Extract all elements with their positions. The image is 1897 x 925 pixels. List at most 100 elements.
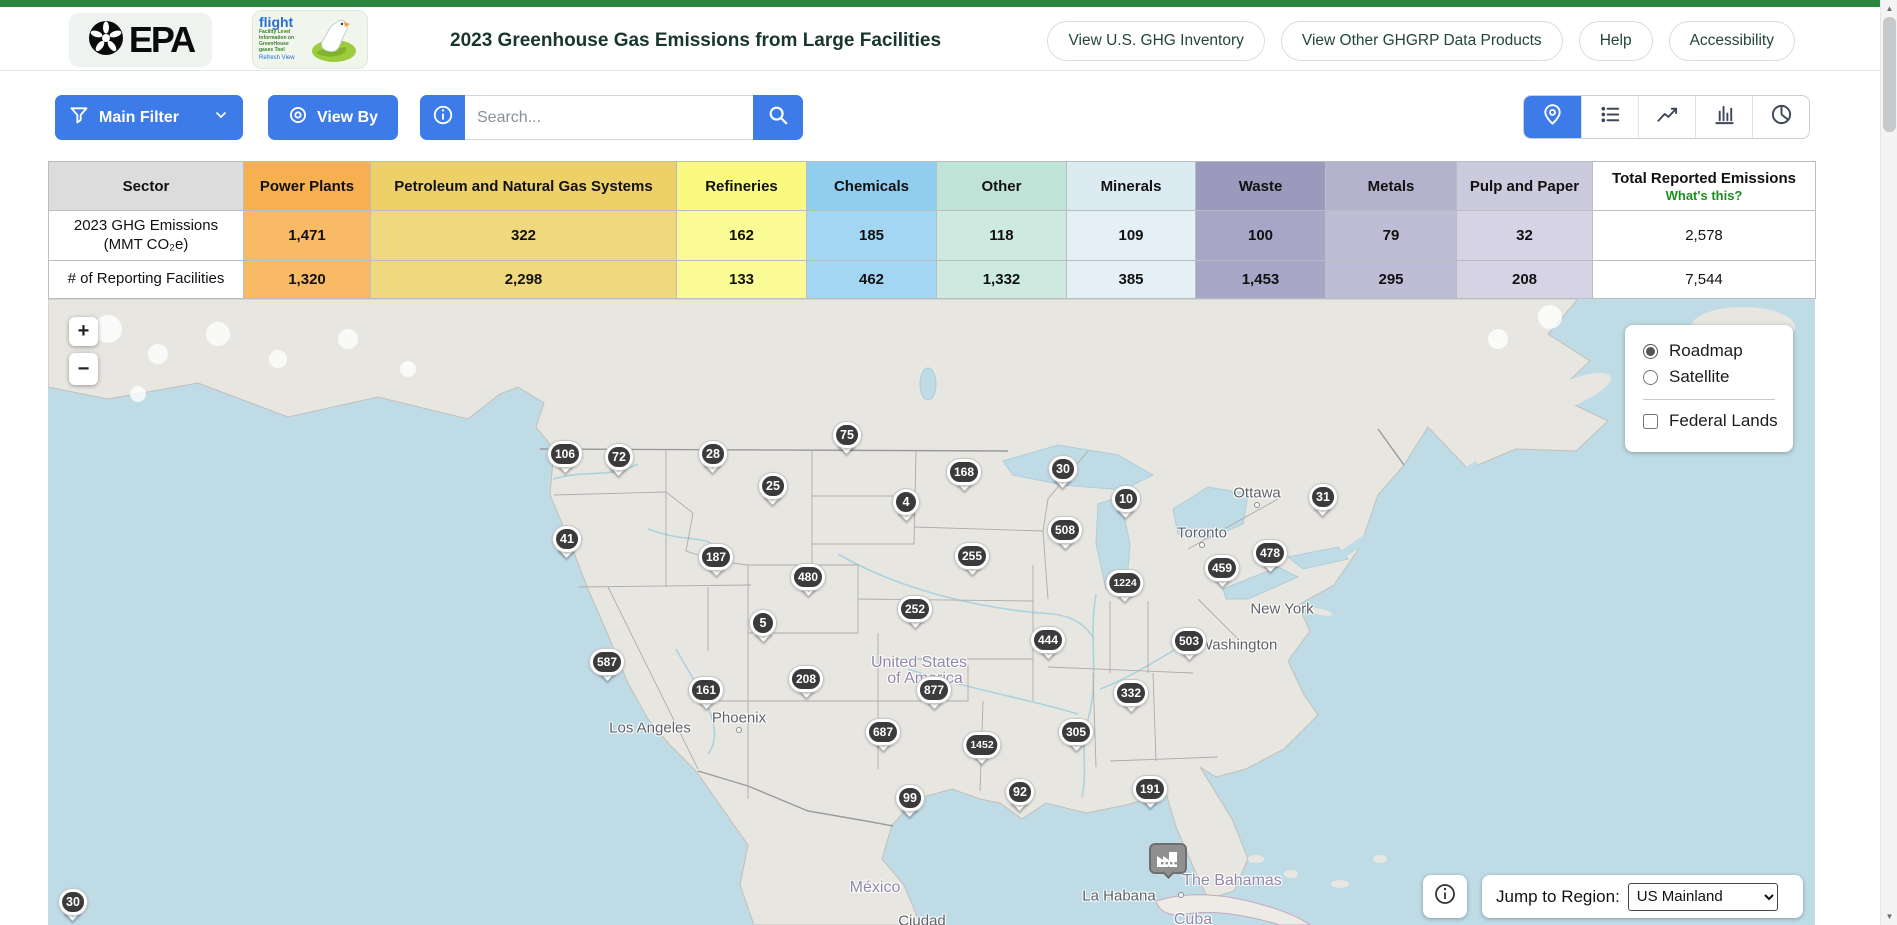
cluster-pin-478[interactable]: 478	[1252, 540, 1288, 572]
search-icon	[767, 104, 789, 131]
cluster-pin-28[interactable]: 28	[699, 441, 727, 473]
row-label-facilities: # of Reporting Facilities	[48, 260, 244, 299]
whats-this-link[interactable]: What's this?	[1665, 187, 1743, 203]
scroll-down-arrow[interactable]: ▼	[1885, 912, 1894, 921]
cluster-pin-72[interactable]: 72	[605, 444, 633, 476]
zoom-in-button[interactable]: +	[69, 317, 98, 346]
map-type-option-roadmap[interactable]: Roadmap	[1643, 338, 1793, 364]
epa-logo[interactable]: EPA	[69, 13, 212, 67]
cluster-pin-4[interactable]: 4	[893, 489, 919, 521]
pie-chart-view-button[interactable]	[1752, 96, 1809, 138]
cluster-count: 252	[897, 596, 933, 622]
emissions-cell: 322	[370, 210, 677, 261]
cluster-count: 305	[1058, 719, 1094, 745]
facilities-cell: 462	[806, 260, 937, 299]
cluster-pin-106[interactable]: 106	[547, 441, 583, 473]
region-select[interactable]: US Mainland	[1627, 882, 1778, 911]
facility-marker[interactable]	[1149, 843, 1187, 879]
city-dot	[736, 727, 742, 733]
cluster-count: 587	[589, 649, 625, 675]
cluster-pin-75[interactable]: 75	[833, 422, 861, 454]
nav-button-help[interactable]: Help	[1578, 21, 1653, 61]
scrollbar[interactable]: ▲ ▼	[1880, 0, 1897, 925]
cluster-count: 877	[916, 677, 952, 703]
cluster-pin-30[interactable]: 30	[59, 889, 87, 921]
epa-flower-icon	[87, 19, 125, 62]
cluster-pin-480[interactable]: 480	[790, 564, 826, 596]
cluster-count: 478	[1252, 540, 1288, 566]
cluster-pin-1452[interactable]: 1452	[963, 732, 1001, 764]
cluster-pin-1224[interactable]: 1224	[1106, 570, 1144, 602]
trend-chart-view-button[interactable]	[1638, 96, 1695, 138]
cluster-pin-168[interactable]: 168	[946, 459, 982, 491]
goose-icon	[306, 15, 360, 64]
cluster-pin-41[interactable]: 41	[553, 526, 581, 558]
cluster-pin-252[interactable]: 252	[897, 596, 933, 628]
cluster-pin-503[interactable]: 503	[1171, 628, 1207, 660]
cluster-count: 1452	[963, 732, 1001, 758]
column-header-waste: Waste	[1195, 161, 1326, 211]
cluster-pin-99[interactable]: 99	[896, 785, 924, 817]
cluster-pin-30[interactable]: 30	[1049, 456, 1077, 488]
column-header-power-plants: Power Plants	[243, 161, 371, 211]
bar-chart-view-button[interactable]	[1695, 96, 1752, 138]
map-info-button[interactable]	[1423, 875, 1467, 918]
map-type-radio-roadmap[interactable]	[1643, 343, 1658, 359]
cluster-pin-187[interactable]: 187	[698, 544, 734, 576]
city-dot	[1254, 502, 1260, 508]
scrollbar-thumb[interactable]	[1883, 17, 1896, 132]
place-label-toronto: Toronto	[1176, 524, 1228, 542]
nav-button-view-other-ghgrp-data-products[interactable]: View Other GHGRP Data Products	[1280, 21, 1563, 61]
cluster-pin-587[interactable]: 587	[589, 649, 625, 681]
emissions-cell: 185	[806, 210, 937, 261]
search-input[interactable]	[465, 95, 753, 140]
cluster-pin-255[interactable]: 255	[954, 543, 990, 575]
view-by-icon	[288, 105, 308, 130]
cluster-count: 1224	[1106, 570, 1144, 596]
map-canvas[interactable]: Ottawa Toronto New York Washington United St…	[48, 299, 1815, 925]
search-info-button[interactable]	[420, 95, 465, 140]
cluster-pin-31[interactable]: 31	[1309, 484, 1337, 516]
emissions-total-cell: 2,578	[1592, 210, 1816, 261]
scroll-up-arrow[interactable]: ▲	[1885, 4, 1894, 13]
cluster-pin-191[interactable]: 191	[1132, 776, 1168, 808]
info-icon	[432, 104, 454, 131]
federal-lands-checkbox[interactable]	[1643, 413, 1658, 429]
flight-refresh-link[interactable]: Refresh View	[259, 55, 295, 61]
cluster-pin-10[interactable]: 10	[1112, 486, 1140, 518]
cluster-count: 687	[865, 719, 901, 745]
cluster-pin-161[interactable]: 161	[688, 677, 724, 709]
search-button[interactable]	[753, 95, 803, 140]
trend-chart-icon	[1656, 103, 1679, 131]
cluster-pin-687[interactable]: 687	[865, 719, 901, 751]
cluster-pin-332[interactable]: 332	[1113, 680, 1149, 712]
facilities-cell: 208	[1456, 260, 1593, 299]
column-header-other: Other	[936, 161, 1067, 211]
emissions-cell: 1,471	[243, 210, 371, 261]
nav-button-view-u-s-ghg-inventory[interactable]: View U.S. GHG Inventory	[1047, 21, 1265, 61]
cluster-pin-208[interactable]: 208	[788, 666, 824, 698]
cluster-pin-444[interactable]: 444	[1030, 627, 1066, 659]
place-label-ciudad: Ciudad	[898, 912, 946, 925]
cluster-pin-92[interactable]: 92	[1006, 779, 1034, 811]
cluster-pin-459[interactable]: 459	[1204, 555, 1240, 587]
main-filter-button[interactable]: Main Filter	[55, 95, 243, 140]
cluster-pin-877[interactable]: 877	[916, 677, 952, 709]
cluster-pin-5[interactable]: 5	[750, 610, 776, 642]
cluster-pin-508[interactable]: 508	[1047, 517, 1083, 549]
federal-lands-option[interactable]: Federal Lands	[1643, 408, 1793, 434]
map-view-button[interactable]	[1524, 96, 1581, 138]
map-type-radio-satellite[interactable]	[1643, 369, 1658, 385]
brand-top-bar	[0, 0, 1897, 7]
map-type-option-satellite[interactable]: Satellite	[1643, 364, 1793, 390]
nav-button-accessibility[interactable]: Accessibility	[1668, 21, 1795, 61]
list-view-button[interactable]	[1581, 96, 1638, 138]
cluster-pin-25[interactable]: 25	[759, 473, 787, 505]
cluster-count: 72	[605, 444, 633, 470]
cluster-pin-305[interactable]: 305	[1058, 719, 1094, 751]
cluster-count: 4	[893, 489, 919, 515]
view-by-button[interactable]: View By	[268, 95, 398, 140]
flight-logo[interactable]: flight Facility Level Information on Gre…	[252, 10, 368, 69]
cluster-count: 208	[788, 666, 824, 692]
zoom-out-button[interactable]: −	[69, 353, 98, 385]
